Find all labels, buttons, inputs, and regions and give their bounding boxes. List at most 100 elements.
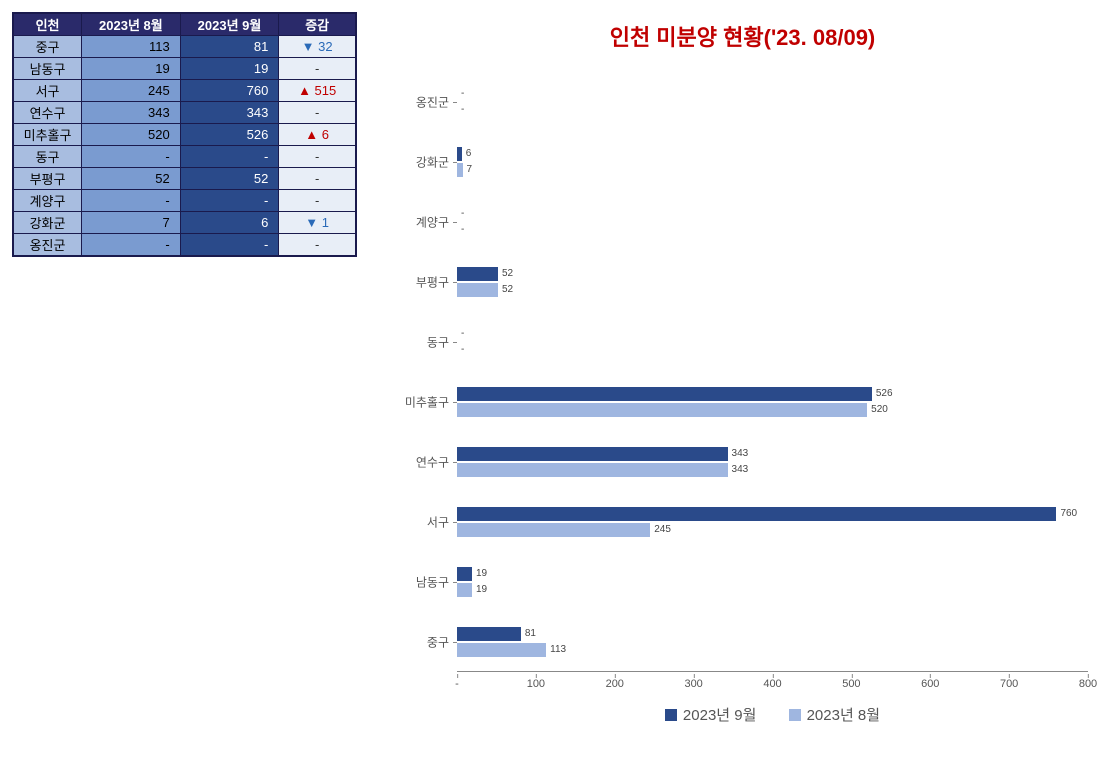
table-row: 강화군761 — [13, 212, 356, 234]
chart-bar-sep — [457, 507, 1056, 521]
chart-x-tick: 200 — [606, 678, 624, 690]
cell-region: 부평구 — [13, 168, 82, 190]
chart-category-group: 계양구-- — [457, 192, 1088, 252]
th-region: 인천 — [13, 13, 82, 36]
table-row: 부평구5252- — [13, 168, 356, 190]
chart-bar-aug — [457, 403, 867, 417]
table-row: 남동구1919- — [13, 58, 356, 80]
chart-x-tick: 600 — [921, 678, 939, 690]
chart-x-tick: 800 — [1079, 678, 1097, 690]
chart-x-tick: - — [455, 678, 459, 690]
cell-diff: - — [279, 58, 356, 80]
chart-category-label: 미추홀구 — [387, 394, 457, 411]
chart-category-label: 옹진군 — [387, 94, 457, 111]
chart-category-group: 미추홀구526520 — [457, 372, 1088, 432]
chart-category-group: 강화군67 — [457, 132, 1088, 192]
chart-category-label: 동구 — [387, 334, 457, 351]
chart-bar-label: - — [461, 344, 464, 355]
cell-region: 강화군 — [13, 212, 82, 234]
cell-diff: 6 — [279, 124, 356, 146]
chart-bar-sep — [457, 447, 728, 461]
cell-diff: - — [279, 234, 356, 257]
table-row: 중구1138132 — [13, 36, 356, 58]
chart-bar-label: 6 — [466, 148, 472, 159]
chart-bar-label: - — [461, 208, 464, 219]
cell-sep: 81 — [180, 36, 279, 58]
chart-bar-label: - — [461, 328, 464, 339]
cell-diff: - — [279, 102, 356, 124]
table-row: 동구--- — [13, 146, 356, 168]
chart-category-group: 동구-- — [457, 312, 1088, 372]
cell-diff: - — [279, 168, 356, 190]
chart-title: 인천 미분양 현황('23. 08/09) — [387, 20, 1098, 52]
data-table-panel: 인천 2023년 8월 2023년 9월 증감 중구1138132남동구1919… — [12, 12, 357, 712]
cell-sep: 343 — [180, 102, 279, 124]
chart-bar-label: 52 — [502, 268, 513, 279]
chart-x-tick: 100 — [527, 678, 545, 690]
chart-bar-label: 19 — [476, 584, 487, 595]
table-row: 계양구--- — [13, 190, 356, 212]
chart-bar-label: 343 — [732, 464, 749, 475]
legend-label-aug: 2023년 8월 — [807, 704, 880, 725]
chart-bar-aug — [457, 643, 546, 657]
chart-bar-label: - — [461, 88, 464, 99]
cell-diff: 32 — [279, 36, 356, 58]
chart-bar-label: 52 — [502, 284, 513, 295]
chart-category-group: 연수구343343 — [457, 432, 1088, 492]
chart-bar-sep — [457, 147, 462, 161]
chart-bar-label: 7 — [467, 164, 473, 175]
cell-sep: 760 — [180, 80, 279, 102]
legend-swatch-sep — [665, 709, 677, 721]
chart-x-axis: -100200300400500600700800 — [457, 672, 1088, 702]
chart-bar-sep — [457, 567, 472, 581]
chart-category-group: 옹진군-- — [457, 72, 1088, 132]
cell-diff: - — [279, 190, 356, 212]
chart-bar-sep — [457, 267, 498, 281]
cell-region: 미추홀구 — [13, 124, 82, 146]
cell-aug: 113 — [82, 36, 181, 58]
chart-bar-label: 19 — [476, 568, 487, 579]
cell-aug: 520 — [82, 124, 181, 146]
cell-sep: - — [180, 190, 279, 212]
chart-bar-label: 520 — [871, 404, 888, 415]
chart-category-group: 부평구5252 — [457, 252, 1088, 312]
chart-category-label: 중구 — [387, 634, 457, 651]
chart-bar-label: - — [461, 104, 464, 115]
chart-category-group: 서구760245 — [457, 492, 1088, 552]
chart-legend: 2023년 9월 2023년 8월 — [457, 704, 1088, 725]
cell-sep: 6 — [180, 212, 279, 234]
legend-item-aug: 2023년 8월 — [789, 704, 880, 725]
cell-diff: 515 — [279, 80, 356, 102]
cell-aug: 245 — [82, 80, 181, 102]
chart-bar-label: 245 — [654, 524, 671, 535]
cell-region: 남동구 — [13, 58, 82, 80]
th-diff: 증감 — [279, 13, 356, 36]
cell-sep: 526 — [180, 124, 279, 146]
legend-swatch-aug — [789, 709, 801, 721]
cell-aug: - — [82, 190, 181, 212]
chart-area: 옹진군--강화군67계양구--부평구5252동구--미추홀구526520연수구3… — [387, 72, 1098, 712]
legend-label-sep: 2023년 9월 — [683, 704, 756, 725]
chart-bar-label: - — [461, 224, 464, 235]
cell-sep: 19 — [180, 58, 279, 80]
chart-category-group: 중구81113 — [457, 612, 1088, 672]
chart-plot: 옹진군--강화군67계양구--부평구5252동구--미추홀구526520연수구3… — [457, 72, 1088, 672]
th-sep: 2023년 9월 — [180, 13, 279, 36]
chart-bar-sep — [457, 627, 521, 641]
cell-region: 옹진군 — [13, 234, 82, 257]
cell-aug: 7 — [82, 212, 181, 234]
chart-bar-label: 343 — [732, 448, 749, 459]
chart-category-label: 부평구 — [387, 274, 457, 291]
chart-x-tick: 300 — [684, 678, 702, 690]
chart-category-label: 강화군 — [387, 154, 457, 171]
chart-category-label: 계양구 — [387, 214, 457, 231]
chart-bar-aug — [457, 523, 650, 537]
chart-bar-aug — [457, 583, 472, 597]
cell-aug: 52 — [82, 168, 181, 190]
chart-bar-sep — [457, 387, 872, 401]
cell-region: 계양구 — [13, 190, 82, 212]
chart-x-tick: 700 — [1000, 678, 1018, 690]
table-row: 미추홀구5205266 — [13, 124, 356, 146]
chart-category-label: 남동구 — [387, 574, 457, 591]
chart-bar-label: 760 — [1060, 508, 1077, 519]
